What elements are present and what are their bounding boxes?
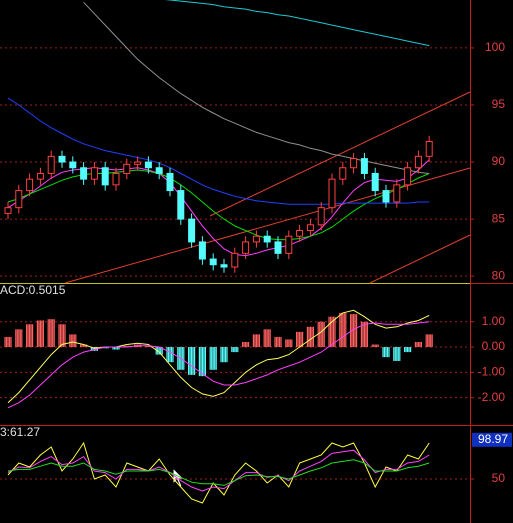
trend-line <box>369 234 471 284</box>
candle-body <box>188 218 196 243</box>
y-tick-label: 80 <box>492 268 506 282</box>
candle-body <box>123 163 131 174</box>
indicator-label: 3:61.27 <box>0 425 40 439</box>
indicator-line <box>165 0 430 47</box>
indicator-line <box>7 169 430 241</box>
candle-body <box>328 178 336 209</box>
trend-line <box>64 167 471 284</box>
candle-body <box>15 190 23 209</box>
candle-body <box>371 172 379 192</box>
indicator-line <box>7 459 430 486</box>
candle-body <box>69 161 77 169</box>
candle-body <box>177 190 185 220</box>
candle-body <box>274 241 282 254</box>
candle-body <box>155 167 163 174</box>
candle-body <box>220 264 228 268</box>
candle-body <box>263 235 271 243</box>
candle-body <box>47 155 55 174</box>
candle-body <box>112 172 120 186</box>
last-value-box <box>472 432 512 447</box>
indicator-line <box>83 1 430 174</box>
candle-body <box>209 258 217 266</box>
indicator-line <box>7 309 430 404</box>
candle-body <box>414 155 422 169</box>
candle-body <box>296 230 304 237</box>
candle-body <box>144 161 152 169</box>
y-tick-label: 1.00 <box>482 314 506 328</box>
indicator-label: ACD:0.5015 <box>0 283 66 297</box>
candle-body <box>425 141 433 157</box>
indicator-line <box>7 97 430 205</box>
candle-body <box>80 167 88 180</box>
candle-body <box>306 224 314 232</box>
y-tick-label: 50 <box>492 471 506 485</box>
y-tick-label: 100 <box>485 40 505 54</box>
candle-body <box>36 172 44 180</box>
candle-body <box>134 161 142 165</box>
candle-body <box>242 241 250 254</box>
candle-body <box>360 158 368 174</box>
y-tick-label: 85 <box>492 211 506 225</box>
candle-body <box>285 235 293 254</box>
candle-body <box>231 252 239 268</box>
candle-body <box>90 167 98 180</box>
candle-body <box>382 190 390 203</box>
y-tick-label: 95 <box>492 97 506 111</box>
candle-body <box>4 207 12 214</box>
trend-line <box>209 91 471 217</box>
candle-body <box>198 241 206 260</box>
candle-body <box>393 184 401 203</box>
candle-body <box>26 178 34 192</box>
y-tick-label: 0.00 <box>482 339 506 353</box>
indicator-line <box>7 441 430 504</box>
candle-body <box>58 155 66 163</box>
indicator-line <box>7 449 430 492</box>
last-value-label: 98.97 <box>478 432 508 446</box>
candle-body <box>404 167 412 186</box>
indicator-line <box>7 159 430 257</box>
indicator-line <box>7 321 430 409</box>
candle-body <box>339 167 347 180</box>
candle-body <box>350 158 358 169</box>
y-tick-label: -2.00 <box>478 390 506 404</box>
y-tick-label: 90 <box>492 154 506 168</box>
candle-body <box>252 235 260 243</box>
candle-body <box>317 207 325 226</box>
candle-body <box>166 172 174 192</box>
candle-body <box>101 167 109 186</box>
y-tick-label: -1.00 <box>478 365 506 379</box>
